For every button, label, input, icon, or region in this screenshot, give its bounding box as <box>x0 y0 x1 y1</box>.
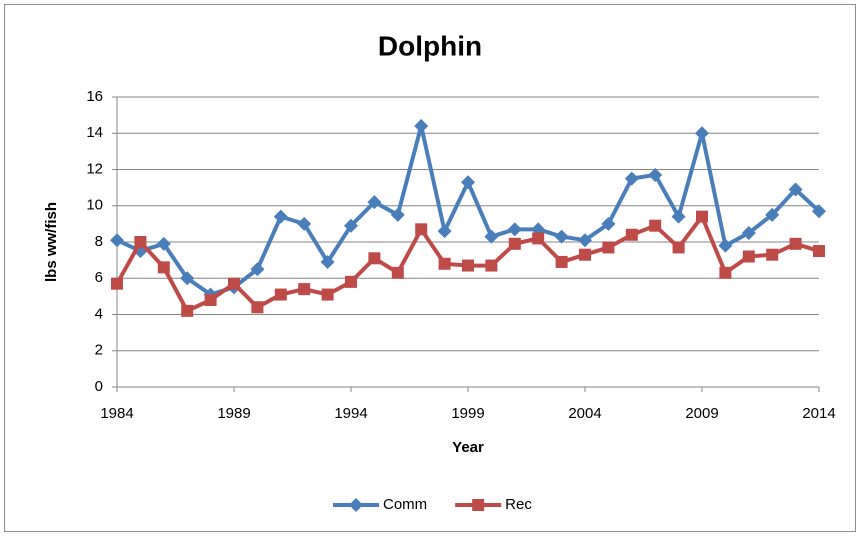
data-point <box>157 261 170 274</box>
data-point <box>228 277 240 290</box>
x-tick-label: 1999 <box>451 405 484 422</box>
data-point <box>579 248 591 261</box>
data-point <box>672 241 685 254</box>
data-point <box>368 252 381 265</box>
data-point <box>789 237 802 250</box>
y-tick-label: 4 <box>95 305 103 322</box>
x-tick-label: 1984 <box>100 405 133 422</box>
legend-marker <box>472 499 485 511</box>
y-tick-label: 10 <box>86 197 103 214</box>
y-tick-label: 0 <box>95 378 103 395</box>
data-point <box>507 222 522 237</box>
data-point <box>555 255 568 268</box>
data-point <box>110 233 124 248</box>
data-point <box>718 238 733 253</box>
legend-marker <box>349 498 363 512</box>
data-point <box>321 288 334 301</box>
data-point <box>812 204 826 219</box>
data-point <box>320 254 335 269</box>
y-tick-label: 6 <box>95 269 103 286</box>
data-point <box>250 262 265 277</box>
data-point <box>251 301 264 314</box>
data-point <box>741 225 756 240</box>
x-tick-label: 1994 <box>334 405 367 422</box>
data-point <box>648 167 663 182</box>
data-point <box>788 182 803 197</box>
data-point <box>532 232 545 245</box>
data-point <box>578 233 592 248</box>
data-point <box>181 304 194 317</box>
data-point <box>134 236 147 248</box>
data-point <box>274 288 287 301</box>
data-point <box>391 266 404 279</box>
data-point <box>437 224 452 239</box>
x-tick-label: 2009 <box>685 405 718 422</box>
data-point <box>298 283 311 296</box>
data-point <box>273 209 288 224</box>
x-tick-label: 2004 <box>568 405 601 422</box>
data-point <box>461 175 475 190</box>
data-point <box>602 241 615 254</box>
data-point <box>344 218 358 233</box>
data-point <box>554 229 569 244</box>
data-point <box>695 126 709 141</box>
data-point <box>438 257 451 270</box>
y-tick-label: 12 <box>86 160 103 177</box>
data-point <box>297 216 312 231</box>
y-axis-label: lbs ww/fish <box>43 202 60 282</box>
data-point <box>484 229 499 244</box>
y-tick-label: 8 <box>95 233 103 250</box>
x-tick-label: 2014 <box>802 405 835 422</box>
data-point <box>624 171 639 186</box>
data-point <box>415 223 428 236</box>
data-point <box>601 216 616 231</box>
data-point <box>508 237 521 250</box>
data-point <box>180 271 195 286</box>
legend-label: Rec <box>505 496 532 513</box>
y-tick-label: 16 <box>86 88 103 105</box>
data-point <box>156 236 171 251</box>
y-tick-label: 2 <box>95 342 103 359</box>
data-point <box>204 294 217 306</box>
data-point <box>813 245 825 258</box>
data-point <box>765 207 780 222</box>
x-tick-label: 1989 <box>217 405 250 422</box>
data-point <box>625 228 638 241</box>
x-axis-label: Year <box>452 439 484 456</box>
data-point <box>696 210 708 223</box>
data-point <box>742 250 755 263</box>
y-tick-label: 14 <box>86 124 103 141</box>
data-point <box>462 259 474 272</box>
data-point <box>367 195 382 210</box>
chart-title: Dolphin <box>378 30 482 61</box>
data-point <box>390 207 405 222</box>
data-point <box>111 277 123 290</box>
data-point <box>719 266 732 279</box>
data-point <box>485 259 498 272</box>
data-point <box>649 219 662 232</box>
data-point <box>345 275 357 288</box>
legend-label: Comm <box>383 496 427 513</box>
data-point <box>414 119 429 133</box>
data-point <box>766 248 779 261</box>
chart-border <box>4 4 856 532</box>
data-point <box>671 209 686 224</box>
